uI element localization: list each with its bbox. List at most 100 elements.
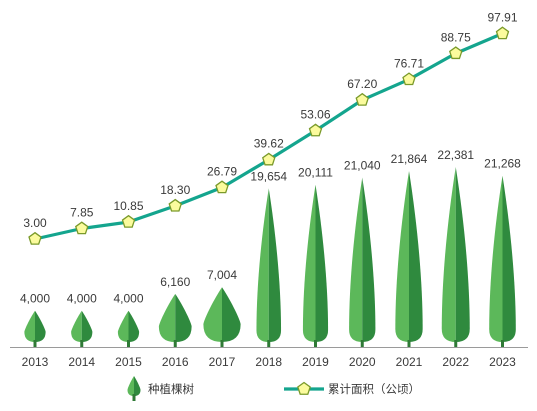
tree-bar-2019 (302, 184, 329, 347)
area-point-marker (215, 180, 229, 194)
area-value-label: 3.00 (23, 216, 47, 230)
x-tick-label: 2022 (442, 355, 469, 369)
tree-bar-2021 (395, 171, 423, 347)
tree-half-light (302, 184, 316, 342)
tree-value-label: 19,654 (250, 169, 287, 183)
tree-bar-2015 (117, 310, 140, 347)
tree-value-label: 7,004 (207, 268, 237, 282)
tree-trunk (501, 340, 504, 347)
tree-value-labels: 4,000 4,000 4,000 6,160 7,004 19,654 20,111 21,… (20, 148, 521, 306)
tree-bars (24, 167, 516, 347)
tree-bar-2020 (349, 177, 376, 347)
tree-half-light (441, 167, 456, 342)
area-point-marker (355, 92, 370, 106)
tree-trunk (127, 340, 130, 347)
area-value-label: 26.79 (207, 164, 237, 178)
tree-half-light (203, 287, 222, 342)
tree-half-light (256, 188, 269, 342)
x-tick-label: 2023 (489, 355, 516, 369)
tree-trunk (407, 340, 411, 347)
x-tick-label: 2020 (349, 355, 376, 369)
tree-value-label: 20,111 (298, 166, 333, 180)
x-tick-labels: 2013 2014 2015 2016 2017 2018 2019 2020 2021 2022… (22, 355, 517, 369)
tree-half-light (158, 293, 176, 342)
area-value-label: 7.85 (70, 206, 94, 220)
tree-value-label: 21,040 (344, 158, 381, 172)
area-point-marker (308, 123, 323, 137)
tree-bar-2018 (256, 188, 282, 347)
tree-trunk (80, 340, 84, 347)
tree-trunk (267, 340, 271, 347)
tree-half-dark (128, 310, 140, 342)
tree-trunk (220, 340, 224, 347)
area-value-label: 67.20 (347, 77, 377, 91)
area-value-label: 88.75 (441, 30, 471, 44)
area-point-marker (448, 46, 463, 60)
tree-half-dark (315, 184, 329, 342)
tree-half-dark (134, 376, 141, 396)
tree-value-label: 4,000 (67, 292, 97, 306)
x-tick-label: 2019 (302, 355, 329, 369)
tree-half-dark (362, 177, 376, 342)
tree-half-light (395, 171, 409, 342)
x-tick-label: 2018 (255, 355, 282, 369)
x-tick-label: 2015 (115, 355, 142, 369)
x-tick-label: 2014 (68, 355, 95, 369)
area-point-marker (495, 26, 510, 40)
tree-half-light (117, 310, 129, 342)
area-line-series (28, 26, 510, 245)
tree-half-light (489, 175, 503, 342)
tree-half-dark (175, 293, 192, 342)
tree-half-light (24, 310, 35, 342)
legend-label-trees: 种植棵树 (148, 382, 194, 396)
legend-item-area: 累计面积（公顷） (284, 381, 420, 396)
x-tick-label: 2016 (162, 355, 189, 369)
x-tick-label: 2021 (396, 355, 423, 369)
tree-half-dark (222, 287, 241, 342)
tree-trunk (132, 394, 136, 401)
tree-half-light (349, 177, 363, 342)
area-point-marker (402, 72, 416, 86)
x-tick-label: 2013 (22, 355, 49, 369)
tree-half-dark (409, 171, 423, 342)
tree-bar-2013 (24, 310, 46, 347)
tree-value-label: 6,160 (160, 275, 190, 289)
tree-value-label: 21,268 (484, 157, 521, 171)
legend-item-trees: 种植棵树 (127, 376, 194, 401)
area-value-label: 76.71 (394, 56, 424, 70)
tree-bar-2022 (441, 167, 470, 347)
tree-trunk (33, 340, 37, 347)
tree-half-dark (455, 167, 470, 342)
tree-value-label: 4,000 (113, 292, 143, 306)
tree-trunk (454, 340, 458, 347)
tree-icon (127, 376, 141, 401)
tree-half-dark (81, 310, 93, 342)
area-point-marker (168, 198, 183, 212)
area-point-marker (121, 214, 136, 228)
area-value-label: 10.85 (113, 199, 143, 213)
area-value-label: 53.06 (300, 108, 330, 122)
legend: 种植棵树 累计面积（公顷） (127, 376, 420, 401)
tree-bar-2017 (203, 287, 241, 347)
x-tick-label: 2017 (209, 355, 236, 369)
tree-trunk (360, 340, 364, 347)
tree-bar-2014 (71, 310, 93, 347)
area-value-label: 39.62 (254, 137, 284, 151)
area-value-label: 97.91 (487, 11, 517, 25)
area-value-labels: 3.00 7.85 10.85 18.30 26.79 39.62 53.06 67.20 76… (23, 11, 518, 230)
tree-half-dark (268, 188, 282, 342)
area-point-marker (28, 231, 42, 245)
tree-half-light (71, 310, 82, 342)
tree-trunk (314, 340, 317, 347)
tree-half-light (127, 376, 134, 396)
tree-value-label: 22,381 (437, 148, 474, 162)
legend-label-area: 累计面积（公顷） (328, 383, 420, 396)
area-value-label: 18.30 (160, 183, 190, 197)
tree-half-dark (502, 175, 516, 342)
tree-value-label: 4,000 (20, 292, 50, 306)
pentagon-marker-icon (297, 381, 311, 395)
tree-bar-2016 (158, 293, 192, 347)
area-point-marker (74, 221, 89, 235)
